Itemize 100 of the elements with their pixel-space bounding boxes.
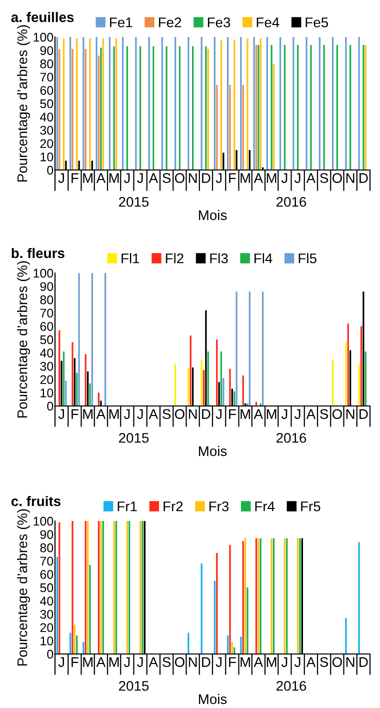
y-tick-label: 0 (47, 402, 54, 411)
x-tick-label: O (174, 657, 184, 667)
y-tick-label: 80 (40, 59, 54, 68)
legend-label: Fl2 (166, 253, 184, 264)
x-tick-label: O (174, 409, 184, 419)
y-tick-label: 10 (40, 636, 54, 646)
text: 2015 (119, 432, 149, 443)
x-tick-label: F (229, 657, 236, 667)
y-tick-label: 30 (40, 362, 54, 371)
y-axis-title: Pourcentage d’arbres (%) (17, 25, 30, 182)
x-tick-label: M (109, 657, 119, 667)
x-tick-label: M (266, 173, 276, 183)
x-tick-label: N (346, 409, 354, 419)
x-tick-label: F (72, 173, 78, 183)
x-tick-label: D (202, 657, 210, 667)
x-tick-label: A (148, 657, 158, 667)
y-tick-label: 60 (40, 570, 54, 579)
y-tick-label: 10 (40, 388, 54, 398)
y-axis-title: Pourcentage d’arbres (%) (17, 509, 30, 666)
x-tick-label: N (188, 409, 197, 419)
x-tick-label: N (188, 173, 197, 183)
y-tick-label: 0 (47, 166, 54, 175)
x-tick-label: A (254, 173, 264, 183)
y-tick-label: 20 (40, 139, 54, 148)
x-tick-label: D (202, 173, 210, 183)
legend-label: Fe5 (306, 18, 328, 28)
x-tick-label: M (240, 173, 250, 183)
x-tick-label: J (124, 173, 130, 183)
x-tick-label: S (320, 409, 328, 419)
x-tick-label: A (96, 657, 106, 667)
y-tick-label: 80 (40, 543, 54, 552)
x-tick-label: S (162, 409, 171, 419)
x-tick-label: M (240, 409, 250, 419)
x-tick-label: D (360, 173, 368, 183)
x-tick-label: M (266, 657, 276, 667)
y-tick-label: 30 (40, 610, 54, 619)
x-tick-label: M (83, 409, 92, 419)
x-tick-label: M (240, 657, 250, 667)
x-tick-label: J (216, 173, 222, 183)
x-tick-label: A (96, 409, 106, 419)
text: 2015 (119, 196, 149, 207)
y-axis-title: Pourcentage d’arbres (%) (17, 261, 30, 418)
x-tick-label: J (124, 409, 130, 419)
x-tick-label: D (360, 409, 368, 419)
x-tick-label: A (306, 409, 316, 419)
x-tick-label: J (294, 173, 300, 183)
legend-label: Fl1 (122, 253, 140, 264)
y-tick-label: 50 (40, 583, 54, 592)
x-tick-label: A (254, 409, 264, 419)
x-tick-label: J (58, 657, 64, 667)
x-tick-label: A (306, 173, 316, 183)
y-tick-label: 80 (40, 295, 54, 304)
y-tick-label: 0 (47, 650, 54, 659)
x-tick-label: A (148, 409, 158, 419)
y-tick-label: 30 (40, 126, 54, 135)
y-tick-label: 60 (40, 86, 54, 95)
y-tick-label: 60 (40, 322, 54, 331)
x-tick-label: A (254, 657, 264, 667)
y-tick-label: 40 (40, 596, 54, 606)
y-tick-label: 90 (40, 46, 54, 55)
y-tick-label: 100 (34, 516, 54, 526)
y-tick-label: 70 (40, 308, 54, 318)
x-tick-label: S (162, 657, 171, 667)
x-tick-label: J (281, 173, 288, 183)
y-tick-label: 100 (34, 268, 54, 278)
x-tick-label: J (281, 657, 288, 667)
legend-label: Fe1 (110, 18, 132, 28)
legend-label: Fl5 (298, 253, 316, 264)
chart-title: c. fruits (11, 496, 60, 506)
x-tick-label: A (148, 173, 158, 183)
x-tick-label: O (332, 173, 342, 183)
x-tick-label: M (109, 173, 119, 183)
y-tick-label: 100 (34, 32, 54, 42)
legend-label: Fr4 (255, 502, 275, 512)
x-tick-label: J (216, 409, 222, 419)
x-axis-title: Mois (198, 694, 227, 704)
y-tick-label: 40 (40, 348, 54, 358)
x-tick-label: S (320, 657, 328, 667)
y-tick-label: 10 (40, 152, 54, 162)
y-tick-label: 70 (40, 72, 54, 82)
x-tick-label: N (188, 657, 197, 667)
x-tick-label: J (137, 409, 143, 419)
legend-label: Fe4 (256, 18, 280, 28)
x-tick-label: F (229, 173, 236, 183)
text: 2015 (119, 680, 149, 691)
x-tick-label: A (306, 657, 316, 667)
x-tick-label: J (124, 657, 130, 667)
x-tick-label: M (83, 173, 92, 183)
x-tick-label: J (58, 173, 64, 183)
x-tick-label: F (72, 409, 78, 419)
legend-label: Fr3 (209, 501, 229, 512)
legend-label: Fr5 (301, 502, 320, 512)
x-tick-label: A (96, 173, 106, 183)
x-tick-label: J (281, 409, 288, 419)
x-tick-label: O (332, 409, 342, 419)
y-tick-label: 70 (40, 556, 54, 566)
x-tick-label: D (202, 409, 210, 419)
y-tick-label: 50 (40, 335, 54, 344)
x-tick-label: N (346, 657, 354, 667)
y-tick-label: 40 (40, 112, 54, 122)
